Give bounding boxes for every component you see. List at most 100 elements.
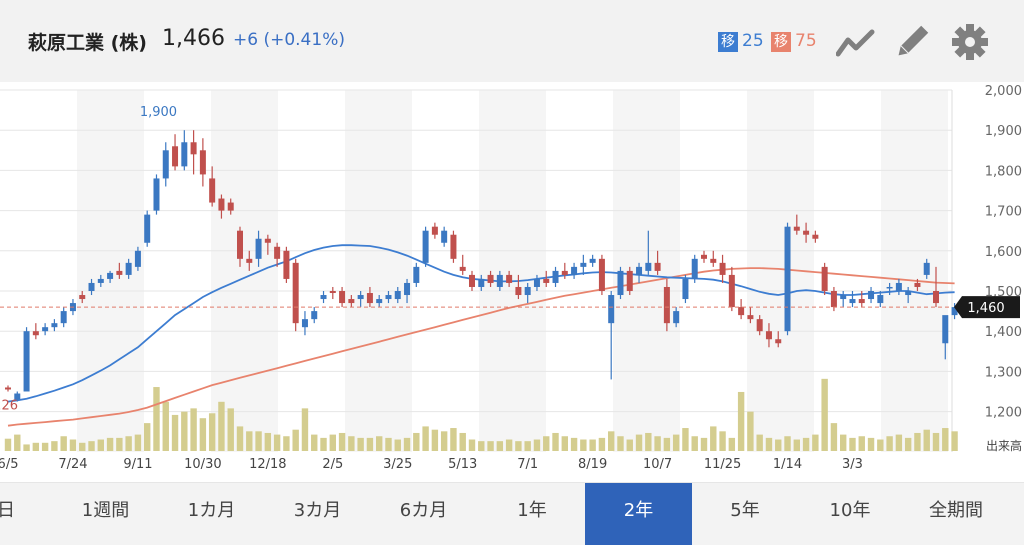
volume-bar [663, 437, 671, 451]
candle-body [413, 266, 420, 283]
x-tick-label: 10/7 [643, 457, 672, 472]
candle-body [663, 286, 670, 324]
candle-body [524, 286, 531, 296]
volume-bar [301, 408, 309, 451]
candle-body [849, 299, 856, 304]
y-tick-label: 2,000 [985, 84, 1022, 99]
volume-bar [97, 439, 104, 451]
candle-body [608, 295, 615, 324]
volume-bar [858, 436, 865, 451]
background-band [881, 90, 948, 452]
tab-period-2[interactable]: 1カ月 [187, 500, 236, 521]
candle-body [459, 266, 466, 271]
candle-body [830, 291, 837, 308]
volume-bar [181, 411, 188, 451]
candle-body [283, 250, 290, 279]
volume-bar [802, 437, 810, 451]
current-price-tag [954, 296, 1020, 319]
volume-bar [830, 423, 838, 451]
current-price: 1,466 [162, 26, 225, 51]
candle-body [673, 311, 680, 324]
y-tick-label: 1,800 [985, 164, 1022, 179]
volume-bar [904, 437, 912, 451]
candle-body [858, 299, 865, 304]
volume-bar [784, 436, 791, 451]
volume-bar [700, 437, 708, 451]
pencil-icon[interactable] [892, 22, 932, 62]
tab-period-8[interactable]: 10年 [829, 500, 871, 521]
tab-period-9[interactable]: 全期間 [929, 500, 983, 521]
volume-bar [487, 441, 494, 451]
candle-body [441, 230, 448, 243]
candle-body [478, 278, 485, 287]
candle-body [107, 272, 114, 279]
tab-period-6[interactable]: 2年 [585, 483, 692, 545]
ma-short-badge[interactable]: 移 [718, 32, 738, 52]
candle-body [775, 339, 782, 344]
volume-bar [41, 442, 49, 451]
volume-label: 出来高 [986, 438, 1022, 453]
volume-bar [775, 439, 782, 451]
volume-bar [264, 432, 272, 451]
candle-body [125, 262, 132, 275]
volume-bar [737, 391, 745, 451]
volume-bar [255, 431, 262, 451]
ma-75-line [7, 267, 955, 427]
volume-bar [533, 439, 541, 451]
volume-bar [895, 434, 903, 451]
candle-body [552, 270, 559, 283]
candle-body [376, 299, 383, 304]
tab-period-3[interactable]: 3カ月 [293, 500, 342, 521]
volume-bar [468, 439, 476, 451]
volume-bar [69, 439, 77, 451]
ma-long-value[interactable]: 75 [795, 31, 817, 51]
x-tick-label: 2/5 [322, 457, 343, 472]
tab-period-5[interactable]: 1年 [517, 500, 547, 521]
quote-header: 萩原工業 (株) 1,466 +6 (+0.41%) 移 25 移 75 [0, 0, 1024, 82]
volume-bar [366, 437, 374, 451]
candle-body [923, 262, 930, 275]
volume-bar [329, 434, 336, 451]
gear-icon[interactable] [950, 22, 990, 62]
candle-body [320, 295, 327, 300]
volume-bar [88, 441, 95, 451]
volume-bar [106, 437, 114, 451]
ma-short-value[interactable]: 25 [742, 31, 764, 51]
candle-body [172, 146, 179, 167]
candle-body [357, 295, 364, 300]
min-price-label: 1,226 [0, 399, 18, 414]
candle-body [533, 278, 540, 287]
candle-body [255, 238, 262, 259]
candle-body [784, 226, 791, 332]
candle-body [450, 234, 457, 259]
candle-body [747, 315, 754, 320]
line-chart-icon[interactable] [836, 22, 876, 62]
price-change: +6 (+0.41%) [233, 30, 345, 50]
candle-body [571, 266, 578, 275]
tab-period-1[interactable]: 1週間 [81, 500, 130, 521]
tab-period-0[interactable]: 日 [0, 500, 15, 521]
volume-bar [719, 431, 726, 451]
tab-period-7[interactable]: 5年 [730, 500, 760, 521]
candle-body [636, 266, 643, 275]
x-tick-label: 7/1 [517, 457, 538, 472]
candle-body [5, 387, 11, 390]
volume-bar [227, 408, 234, 451]
candle-body [14, 393, 21, 400]
volume-bar [580, 439, 587, 451]
candle-body [162, 150, 169, 179]
volume-bar [478, 441, 485, 451]
candle-body [691, 258, 698, 279]
candle-body [51, 323, 58, 328]
background-band [211, 90, 278, 452]
candle-body [246, 258, 253, 263]
volume-bar [376, 436, 383, 451]
background-band [613, 90, 680, 452]
candle-body [218, 198, 225, 211]
volume-bar [394, 439, 401, 451]
ma-long-badge[interactable]: 移 [771, 32, 791, 52]
volume-bar [385, 437, 392, 451]
candle-body [394, 291, 401, 300]
price-chart[interactable]: 2,0001,9001,8001,7001,6001,5001,4001,300… [0, 82, 1024, 482]
tab-period-4[interactable]: 6カ月 [399, 500, 448, 521]
